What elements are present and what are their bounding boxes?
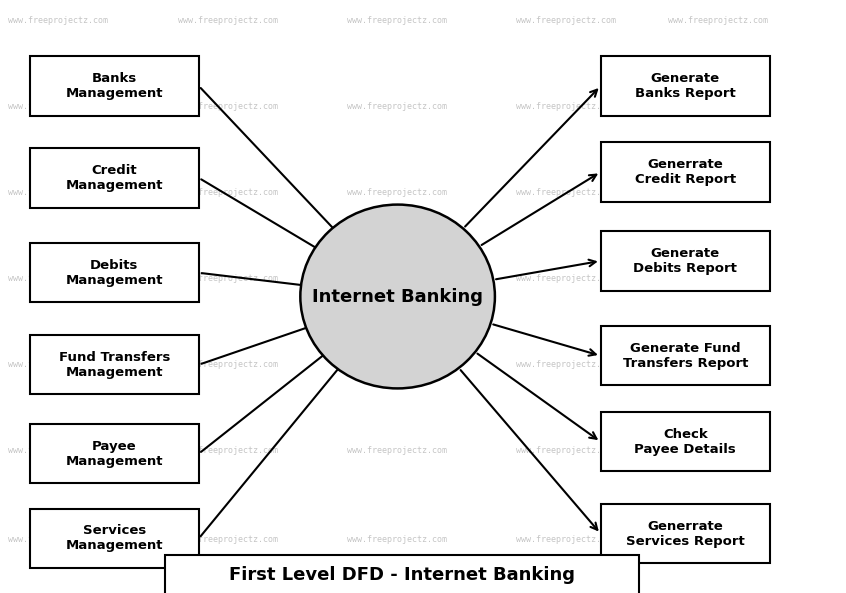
FancyBboxPatch shape <box>601 412 770 471</box>
FancyBboxPatch shape <box>601 142 770 202</box>
Text: Check
Payee Details: Check Payee Details <box>634 428 736 456</box>
Text: Generate
Banks Report: Generate Banks Report <box>634 72 736 100</box>
Text: Generate
Debits Report: Generate Debits Report <box>634 247 737 275</box>
Text: www.freeprojectz.com: www.freeprojectz.com <box>516 188 616 197</box>
Text: www.freeprojectz.com: www.freeprojectz.com <box>178 16 277 25</box>
Ellipse shape <box>300 205 495 388</box>
Text: Banks
Management: Banks Management <box>65 72 163 100</box>
Text: www.freeprojectz.com: www.freeprojectz.com <box>668 188 768 197</box>
Text: www.freeprojectz.com: www.freeprojectz.com <box>178 102 277 111</box>
FancyBboxPatch shape <box>30 148 199 208</box>
Text: Internet Banking: Internet Banking <box>312 288 483 305</box>
Text: www.freeprojectz.com: www.freeprojectz.com <box>178 446 277 455</box>
Text: www.freeprojectz.com: www.freeprojectz.com <box>668 274 768 283</box>
Text: www.freeprojectz.com: www.freeprojectz.com <box>178 360 277 369</box>
Text: www.freeprojectz.com: www.freeprojectz.com <box>8 360 108 369</box>
Text: www.freeprojectz.com: www.freeprojectz.com <box>8 16 108 25</box>
Text: www.freeprojectz.com: www.freeprojectz.com <box>347 188 447 197</box>
FancyBboxPatch shape <box>30 509 199 568</box>
Text: www.freeprojectz.com: www.freeprojectz.com <box>178 188 277 197</box>
Text: www.freeprojectz.com: www.freeprojectz.com <box>516 274 616 283</box>
Text: www.freeprojectz.com: www.freeprojectz.com <box>8 446 108 455</box>
FancyBboxPatch shape <box>165 555 639 593</box>
FancyBboxPatch shape <box>601 56 770 116</box>
FancyBboxPatch shape <box>30 243 199 302</box>
Text: www.freeprojectz.com: www.freeprojectz.com <box>668 535 768 544</box>
FancyBboxPatch shape <box>601 231 770 291</box>
Text: www.freeprojectz.com: www.freeprojectz.com <box>516 446 616 455</box>
Text: www.freeprojectz.com: www.freeprojectz.com <box>8 102 108 111</box>
Text: www.freeprojectz.com: www.freeprojectz.com <box>516 102 616 111</box>
Text: www.freeprojectz.com: www.freeprojectz.com <box>178 535 277 544</box>
Text: www.freeprojectz.com: www.freeprojectz.com <box>347 102 447 111</box>
Text: www.freeprojectz.com: www.freeprojectz.com <box>668 102 768 111</box>
Text: www.freeprojectz.com: www.freeprojectz.com <box>347 446 447 455</box>
Text: www.freeprojectz.com: www.freeprojectz.com <box>347 16 447 25</box>
Text: Services
Management: Services Management <box>65 524 163 553</box>
FancyBboxPatch shape <box>601 504 770 563</box>
Text: Fund Transfers
Management: Fund Transfers Management <box>58 350 170 379</box>
Text: Generrate
Services Report: Generrate Services Report <box>626 519 744 548</box>
Text: Debits
Management: Debits Management <box>65 259 163 287</box>
Text: www.freeprojectz.com: www.freeprojectz.com <box>347 360 447 369</box>
Text: www.freeprojectz.com: www.freeprojectz.com <box>516 535 616 544</box>
Text: www.freeprojectz.com: www.freeprojectz.com <box>8 274 108 283</box>
Text: www.freeprojectz.com: www.freeprojectz.com <box>347 535 447 544</box>
Text: Credit
Management: Credit Management <box>65 164 163 192</box>
FancyBboxPatch shape <box>601 326 770 385</box>
Text: www.freeprojectz.com: www.freeprojectz.com <box>516 360 616 369</box>
Text: www.freeprojectz.com: www.freeprojectz.com <box>668 446 768 455</box>
Text: www.freeprojectz.com: www.freeprojectz.com <box>178 274 277 283</box>
FancyBboxPatch shape <box>30 335 199 394</box>
Text: www.freeprojectz.com: www.freeprojectz.com <box>8 535 108 544</box>
Text: Generate Fund
Transfers Report: Generate Fund Transfers Report <box>623 342 748 370</box>
Text: www.freeprojectz.com: www.freeprojectz.com <box>516 16 616 25</box>
Text: Generrate
Credit Report: Generrate Credit Report <box>634 158 736 186</box>
Text: Payee
Management: Payee Management <box>65 439 163 468</box>
Text: www.freeprojectz.com: www.freeprojectz.com <box>8 188 108 197</box>
Text: www.freeprojectz.com: www.freeprojectz.com <box>347 274 447 283</box>
Text: First Level DFD - Internet Banking: First Level DFD - Internet Banking <box>229 566 574 584</box>
FancyBboxPatch shape <box>30 56 199 116</box>
FancyBboxPatch shape <box>30 424 199 483</box>
Text: www.freeprojectz.com: www.freeprojectz.com <box>668 360 768 369</box>
Text: www.freeprojectz.com: www.freeprojectz.com <box>668 16 768 25</box>
